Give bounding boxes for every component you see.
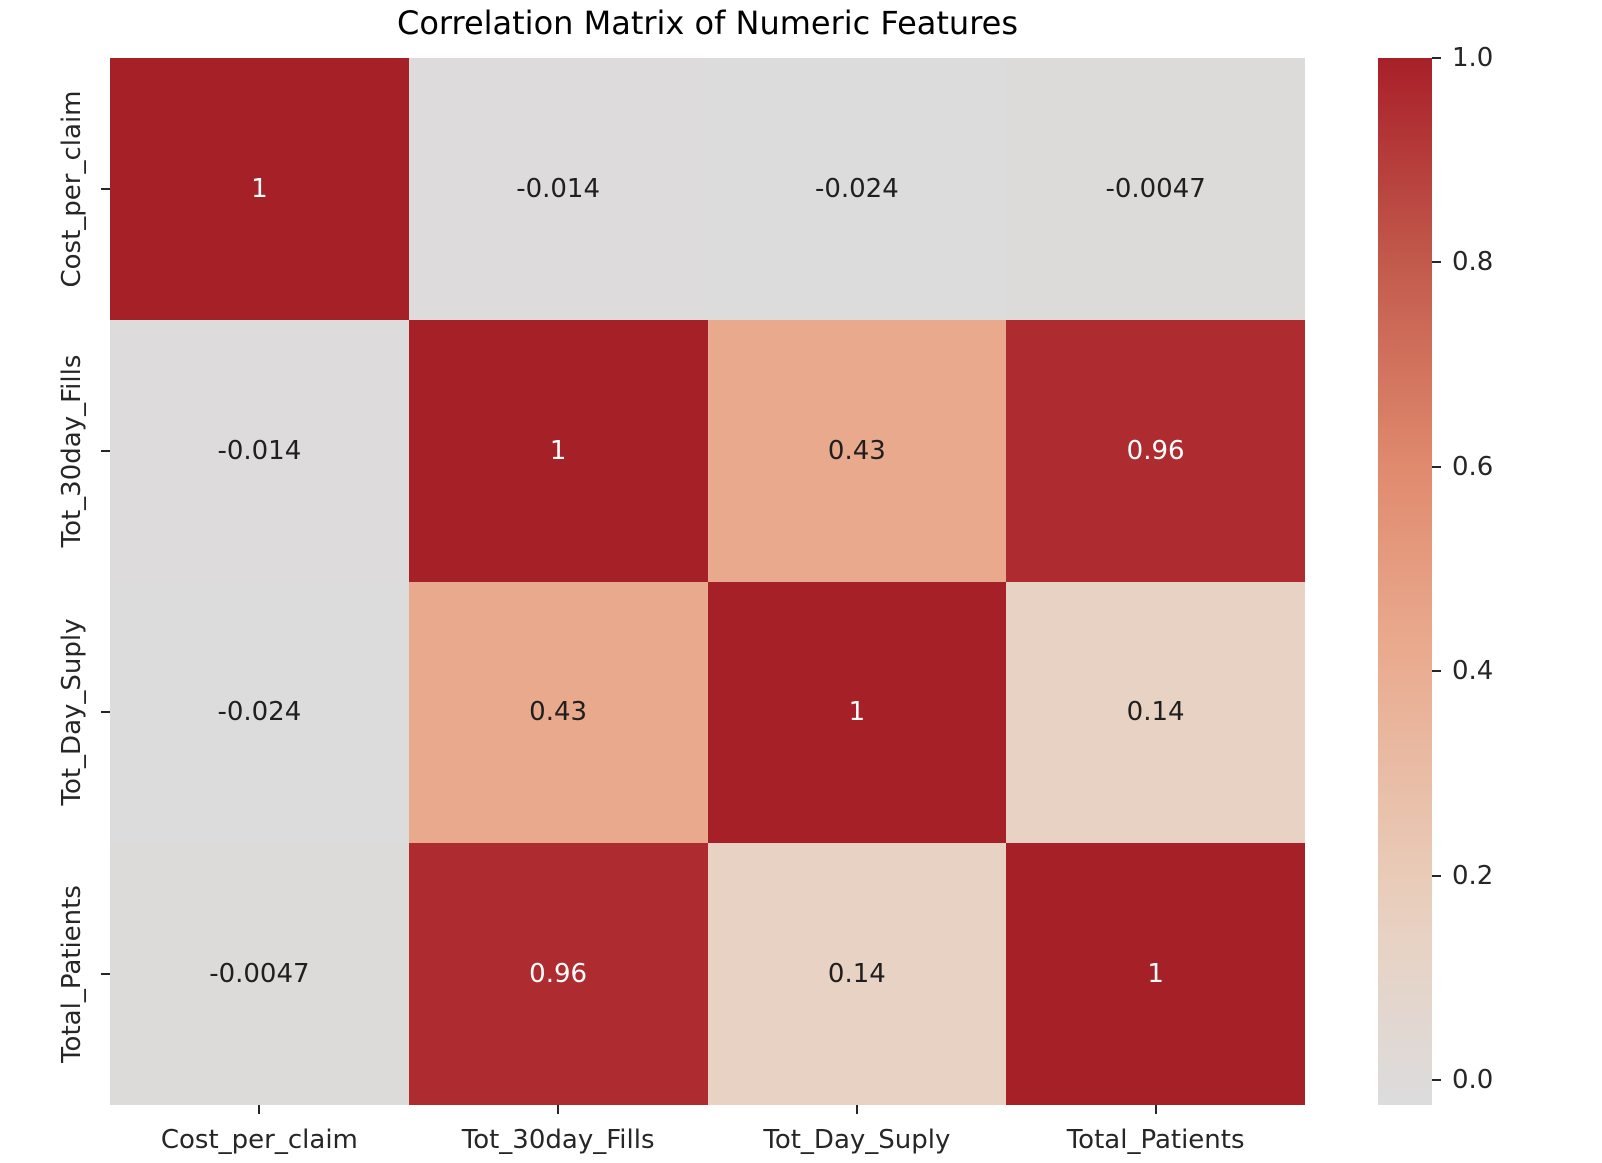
- heatmap-cell: 0.96: [408, 843, 708, 1105]
- heatmap-cell: 0.43: [408, 581, 708, 844]
- cell-value: 0.14: [1126, 697, 1185, 728]
- colorbar-tick-label: 0.6: [1452, 451, 1494, 482]
- cell-value: 1: [848, 697, 866, 728]
- heatmap-cell: 1: [408, 319, 708, 582]
- cell-value: 0.96: [529, 959, 588, 990]
- x-tick-mark: [557, 1105, 560, 1114]
- heatmap-cell: 0.43: [707, 319, 1007, 582]
- y-tick-mark: [101, 449, 110, 452]
- y-tick-mark: [101, 711, 110, 714]
- cell-value: -0.014: [217, 435, 302, 466]
- colorbar-tick-label: 0.2: [1452, 860, 1494, 891]
- x-axis-label: Total_Patients: [1066, 1125, 1245, 1155]
- cell-value: -0.0047: [1105, 173, 1206, 204]
- colorbar-tick-mark: [1432, 261, 1441, 264]
- cell-value: -0.024: [814, 173, 899, 204]
- cell-value: -0.024: [217, 697, 302, 728]
- colorbar-tick-label: 1.0: [1452, 43, 1494, 73]
- colorbar-tick-mark: [1432, 670, 1441, 673]
- heatmap-cell: 1: [1006, 843, 1305, 1105]
- y-axis-label: Tot_30day_Fills: [57, 354, 87, 548]
- colorbar-tick-mark: [1432, 1079, 1441, 1082]
- cell-value: -0.014: [516, 173, 601, 204]
- cell-value: -0.0047: [209, 959, 310, 990]
- y-axis-label: Cost_per_claim: [57, 90, 87, 288]
- x-tick-mark: [1154, 1105, 1157, 1114]
- heatmap-cell: 1: [707, 581, 1007, 844]
- y-tick-mark: [101, 187, 110, 190]
- heatmap-cell: 0.14: [1006, 581, 1305, 844]
- x-axis-label: Cost_per_claim: [160, 1125, 358, 1155]
- heatmap-grid: 1 -0.014 -0.024 -0.0047 -0.014 1 0.43 0.96 -0.02…: [110, 58, 1305, 1105]
- cell-value: 0.43: [529, 697, 588, 728]
- heatmap-cell: -0.024: [707, 58, 1007, 320]
- x-tick-mark: [855, 1105, 858, 1114]
- colorbar: [1378, 58, 1432, 1105]
- heatmap-cell: -0.0047: [110, 843, 409, 1105]
- chart-title: Correlation Matrix of Numeric Features: [396, 4, 1019, 42]
- y-tick-mark: [101, 973, 110, 976]
- heatmap-cell: -0.014: [408, 58, 708, 320]
- colorbar-tick-mark: [1432, 57, 1441, 59]
- colorbar-tick-label: 0.4: [1452, 656, 1494, 687]
- colorbar-tick-mark: [1432, 465, 1441, 468]
- heatmap-cell: 0.96: [1006, 319, 1305, 582]
- heatmap-cell: 1: [110, 58, 409, 320]
- x-tick-mark: [258, 1105, 261, 1114]
- cell-value: 0.14: [827, 959, 886, 990]
- cell-value: 1: [251, 173, 268, 204]
- colorbar-tick-label: 0.8: [1452, 247, 1494, 278]
- cell-value: 0.96: [1126, 435, 1185, 466]
- heatmap-cell: -0.014: [110, 319, 409, 582]
- y-axis-label: Total_Patients: [57, 885, 87, 1064]
- y-axis-label: Tot_Day_Suply: [57, 618, 87, 806]
- cell-value: 1: [1147, 959, 1164, 990]
- colorbar-tick-mark: [1432, 874, 1441, 877]
- heatmap-cell: -0.024: [110, 581, 409, 844]
- colorbar-tick-label: 0.0: [1452, 1065, 1494, 1096]
- cell-value: 1: [549, 435, 567, 466]
- cell-value: 0.43: [827, 435, 886, 466]
- x-axis-label: Tot_Day_Suply: [763, 1125, 951, 1155]
- x-axis-label: Tot_30day_Fills: [461, 1125, 655, 1155]
- heatmap-cell: -0.0047: [1006, 58, 1305, 320]
- heatmap-cell: 0.14: [707, 843, 1007, 1105]
